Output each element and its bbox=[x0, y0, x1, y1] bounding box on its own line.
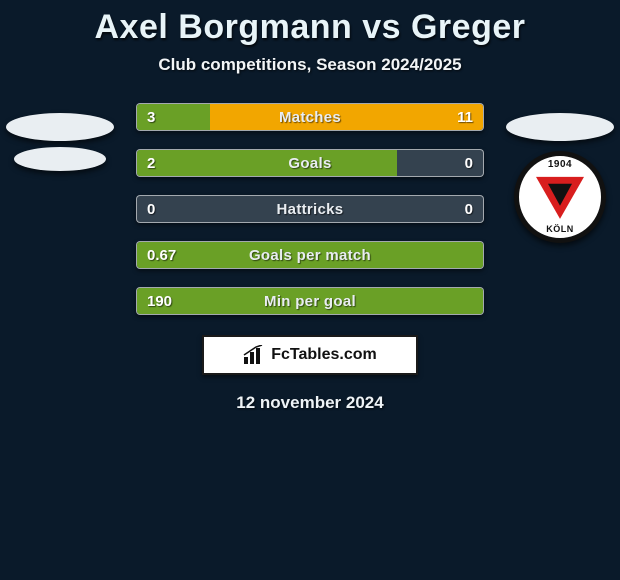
club-badge-year: 1904 bbox=[548, 159, 572, 170]
stat-bar: 2Goals0 bbox=[136, 149, 484, 177]
comparison-infographic: Axel Borgmann vs Greger Club competition… bbox=[0, 0, 620, 580]
branding: FcTables.com bbox=[202, 335, 418, 375]
stat-label: Goals per match bbox=[137, 242, 483, 268]
stat-bar: 190Min per goal bbox=[136, 287, 484, 315]
stats-area: 1904 KÖLN 3Matches112Goals00Hattricks00.… bbox=[0, 103, 620, 315]
stat-label: Hattricks bbox=[137, 196, 483, 222]
stat-value-right: 0 bbox=[465, 150, 473, 176]
date: 12 november 2024 bbox=[0, 393, 620, 413]
stat-bar: 0.67Goals per match bbox=[136, 241, 484, 269]
stat-bars: 3Matches112Goals00Hattricks00.67Goals pe… bbox=[136, 103, 484, 315]
subtitle: Club competitions, Season 2024/2025 bbox=[0, 55, 620, 75]
stat-value-right: 0 bbox=[465, 196, 473, 222]
branding-text: FcTables.com bbox=[271, 346, 377, 364]
placeholder-ellipse bbox=[14, 147, 106, 171]
stat-bar: 3Matches11 bbox=[136, 103, 484, 131]
placeholder-ellipse bbox=[506, 113, 614, 141]
placeholder-ellipse bbox=[6, 113, 114, 141]
stat-bar: 0Hattricks0 bbox=[136, 195, 484, 223]
bar-chart-icon bbox=[243, 345, 265, 365]
right-player-badge-stack: 1904 KÖLN bbox=[506, 113, 614, 243]
stat-label: Matches bbox=[137, 104, 483, 130]
left-player-badge-stack bbox=[6, 113, 114, 171]
club-badge-name: KÖLN bbox=[546, 224, 574, 234]
stat-label: Goals bbox=[137, 150, 483, 176]
stat-label: Min per goal bbox=[137, 288, 483, 314]
page-title: Axel Borgmann vs Greger bbox=[0, 8, 620, 47]
stat-value-right: 11 bbox=[457, 104, 473, 130]
club-badge-viktoria-koln: 1904 KÖLN bbox=[514, 151, 606, 243]
